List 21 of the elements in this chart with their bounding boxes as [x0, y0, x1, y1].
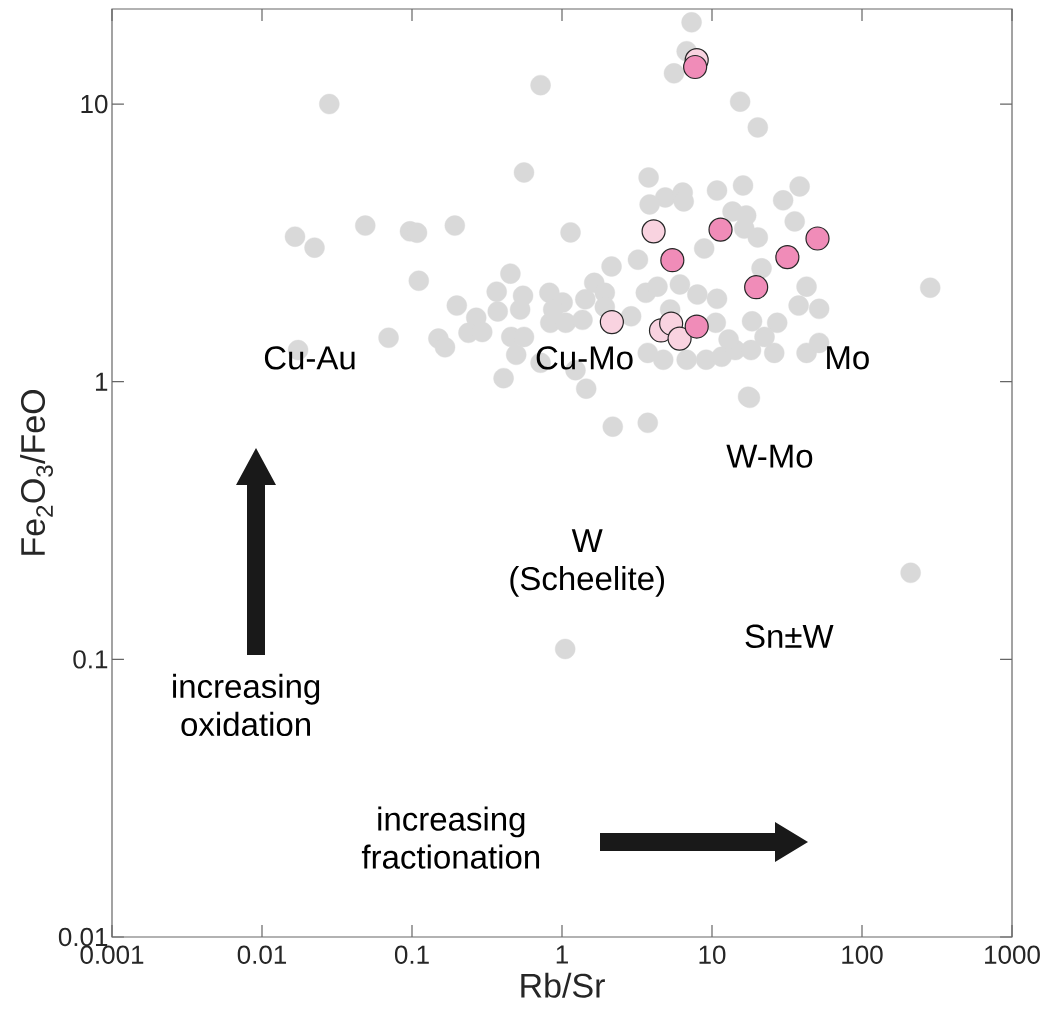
y-tick-label: 0.1: [73, 650, 108, 669]
annotation: Sn±W: [745, 624, 834, 648]
annotation: W-Mo: [726, 444, 813, 468]
x-tick-label: 1: [556, 945, 568, 964]
y-axis-title: Fe$_{2}$O$_{3}$/FeO: [20, 390, 53, 555]
x-tick-label: 0.1: [394, 945, 429, 964]
annotation: increasing oxidation: [173, 673, 320, 737]
y-tick-label: 10: [81, 94, 108, 114]
x-tick-label: 0.001: [80, 945, 144, 964]
x-tick-label: 0.01: [237, 945, 287, 964]
x-tick-label: 1000: [985, 945, 1040, 964]
annotation: Cu-Mo: [536, 346, 633, 370]
annotation: W (Scheelite): [510, 529, 664, 597]
x-axis-title: Rb/Sr: [521, 972, 605, 998]
annotation: Mo: [827, 346, 869, 370]
y-tick-label: 1: [95, 372, 108, 391]
y-tick-label: 0.01: [58, 927, 108, 947]
annotation: Cu-Au: [264, 346, 355, 370]
x-tick-label: 10: [699, 945, 726, 964]
x-tick-label: 100: [842, 945, 883, 964]
annotation: increasing fractionation: [361, 806, 540, 869]
